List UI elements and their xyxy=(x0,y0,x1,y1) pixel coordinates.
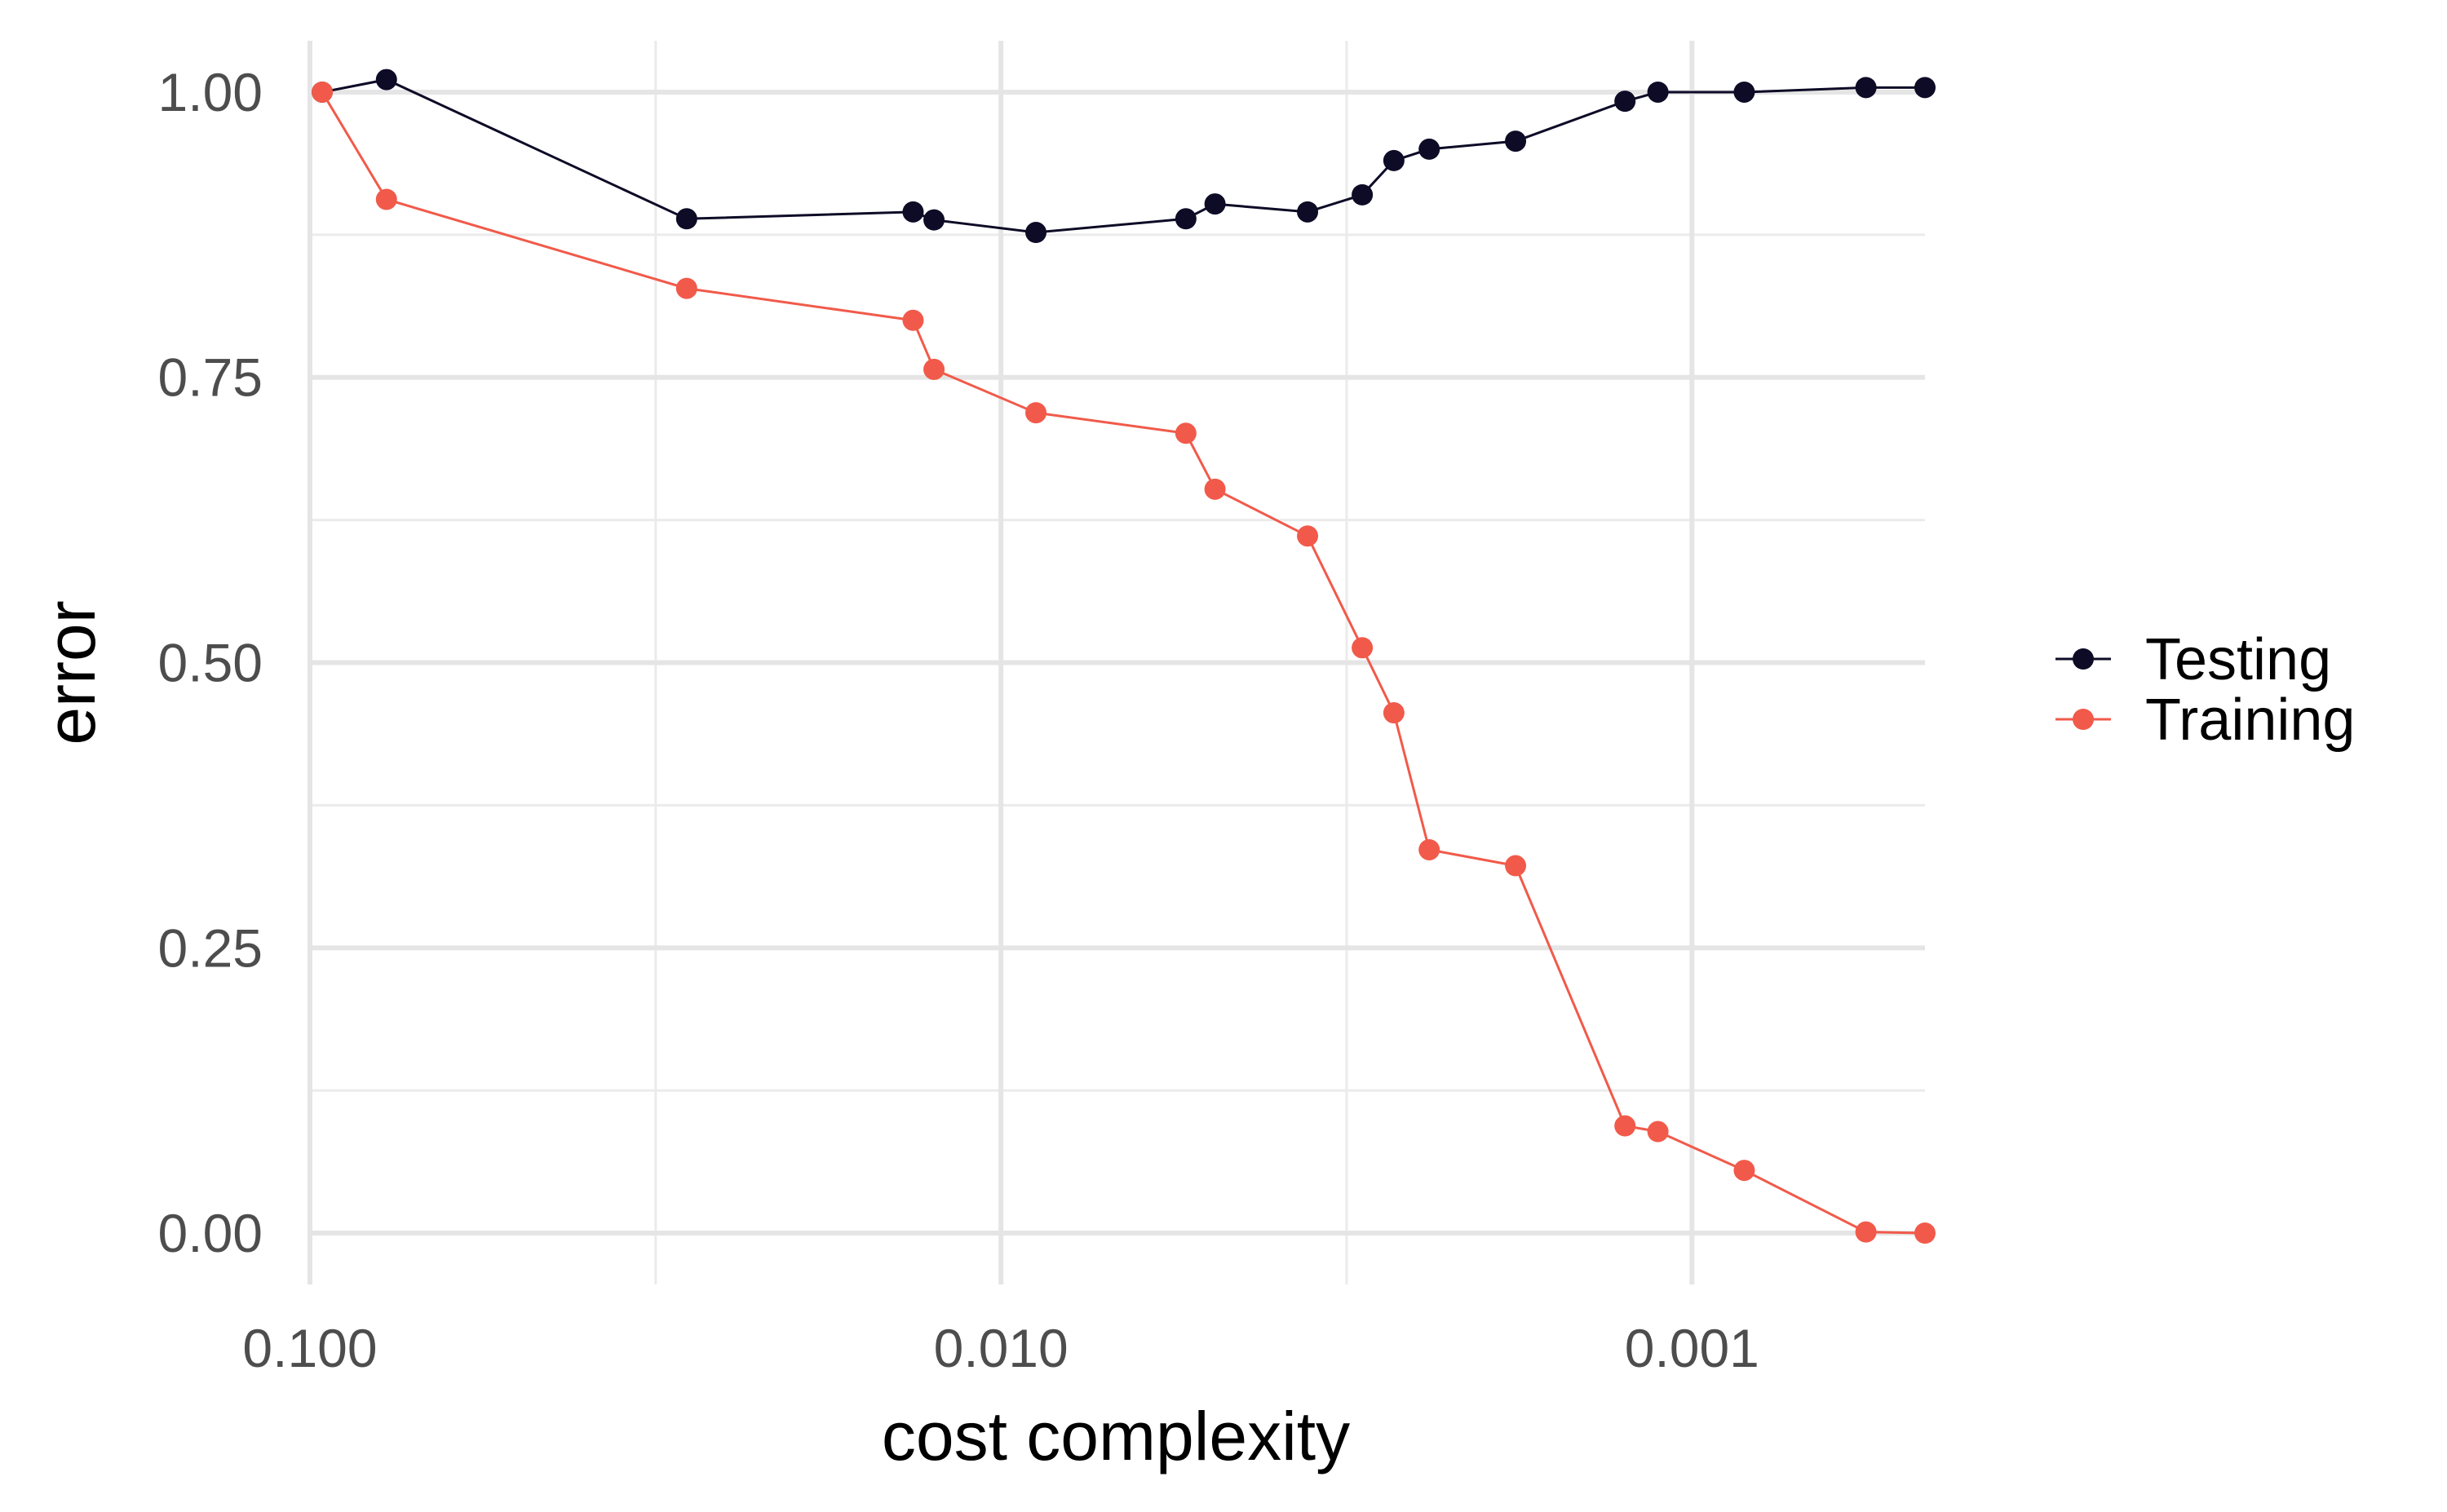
tick-labels: 0.100 0.010 0.001 1.00 0.75 0.50 0.25 0.00 xyxy=(158,62,1759,1378)
data-point-testing xyxy=(675,208,697,230)
y-axis-title: error xyxy=(33,600,109,745)
data-point-training xyxy=(1733,1160,1755,1182)
x-axis-title: cost complexity xyxy=(882,1398,1350,1474)
legend-label-testing: Testing xyxy=(2145,627,2331,692)
data-point-training xyxy=(375,188,397,210)
data-point-training xyxy=(312,81,334,103)
data-point-training xyxy=(1855,1221,1877,1243)
data-point-testing xyxy=(1914,77,1936,99)
data-point-testing xyxy=(1352,183,1374,206)
legend-label-training: Training xyxy=(2145,687,2355,753)
data-point-testing xyxy=(1647,81,1669,103)
data-point-training xyxy=(1418,838,1440,860)
data-point-testing xyxy=(1175,208,1197,230)
y-tick-label: 1.00 xyxy=(158,62,263,122)
data-point-training xyxy=(1297,525,1319,547)
y-tick-label: 0.00 xyxy=(158,1203,263,1263)
data-point-training xyxy=(1647,1121,1669,1143)
data-point-training xyxy=(923,358,945,380)
series-line-testing xyxy=(321,78,1925,234)
x-tick-label: 0.100 xyxy=(242,1318,377,1378)
data-point-training xyxy=(675,277,697,299)
data-point-testing xyxy=(1733,81,1755,103)
legend-item-testing: Testing xyxy=(2055,627,2331,692)
data-point-testing xyxy=(1614,91,1636,113)
y-tick-label: 0.50 xyxy=(158,633,263,693)
legend: Testing Training xyxy=(2055,627,2355,753)
data-point-training xyxy=(1352,637,1374,659)
legend-key-point-testing xyxy=(2073,648,2094,670)
data-point-training xyxy=(1914,1222,1936,1245)
data-point-training xyxy=(1204,478,1226,500)
series-line-training xyxy=(321,91,1926,1235)
data-point-testing xyxy=(1418,138,1440,160)
series-layer xyxy=(312,69,1936,1245)
data-point-training xyxy=(1025,402,1047,424)
legend-item-training: Training xyxy=(2055,687,2355,753)
x-tick-label: 0.010 xyxy=(934,1318,1069,1378)
data-point-training xyxy=(902,309,924,331)
data-point-testing xyxy=(1855,77,1877,99)
y-tick-label: 0.75 xyxy=(158,347,263,408)
data-point-training xyxy=(1383,702,1405,724)
data-point-training xyxy=(1614,1115,1636,1137)
data-point-testing xyxy=(1297,201,1319,223)
x-tick-label: 0.001 xyxy=(1625,1318,1759,1378)
data-point-testing xyxy=(923,209,945,231)
data-point-training xyxy=(1505,855,1527,877)
data-point-testing xyxy=(1383,149,1405,171)
data-point-testing xyxy=(1025,222,1047,244)
legend-key-point-training xyxy=(2073,709,2094,730)
data-point-training xyxy=(1175,422,1197,444)
grid-minor xyxy=(310,41,1925,1284)
grid-major xyxy=(308,41,1925,1284)
data-point-testing xyxy=(902,201,924,223)
data-point-testing xyxy=(1505,130,1527,153)
y-tick-label: 0.25 xyxy=(158,917,263,978)
data-point-testing xyxy=(1204,193,1226,215)
data-point-testing xyxy=(375,69,397,91)
